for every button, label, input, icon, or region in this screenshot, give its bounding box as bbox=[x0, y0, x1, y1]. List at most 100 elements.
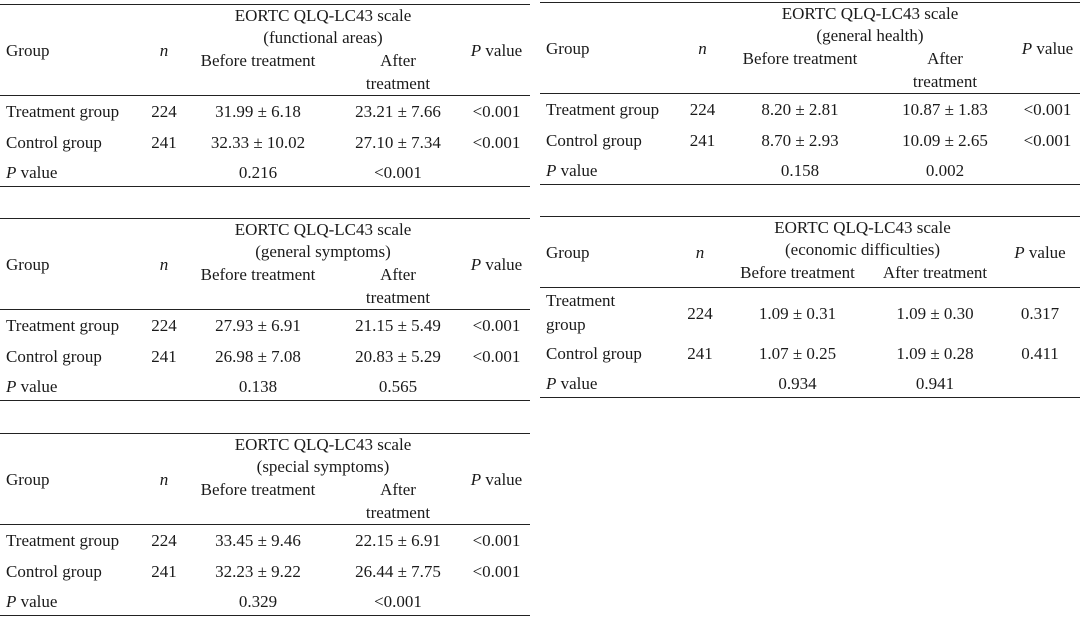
cell-pvalue-after: 0.565 bbox=[333, 372, 463, 401]
header-scale: EORTC QLQ-LC43 scale (general symptoms) bbox=[183, 218, 463, 263]
cell-empty bbox=[463, 158, 530, 187]
header-scale: EORTC QLQ-LC43 scale (functional areas) bbox=[183, 4, 463, 49]
cell-n: 224 bbox=[687, 303, 713, 323]
table-economic-difficulties: Group n EORTC QLQ-LC43 scale (economic d… bbox=[540, 216, 1080, 398]
header-p-value: P value bbox=[463, 4, 530, 96]
header-after: After treatment bbox=[333, 478, 463, 525]
cell-after: 20.83 ± 5.29 bbox=[355, 347, 441, 366]
cell-before: 1.07 ± 0.25 bbox=[758, 344, 837, 363]
header-before: Before treatment bbox=[183, 263, 333, 310]
table-row: Control group 241 1.07 ± 0.25 1.09 ± 0.2… bbox=[540, 338, 1080, 369]
header-p-value: P value bbox=[1000, 216, 1080, 288]
cell-group: Control group bbox=[546, 131, 642, 150]
cell-pvalue-label: P value bbox=[540, 369, 675, 398]
cell-n: 224 bbox=[151, 102, 177, 121]
cell-p: <0.001 bbox=[1023, 100, 1072, 119]
cell-before: 33.45 ± 9.46 bbox=[215, 531, 301, 550]
cell-before: 32.33 ± 10.02 bbox=[210, 133, 306, 152]
table-row: P value 0.216 <0.001 bbox=[0, 158, 530, 187]
cell-pvalue-before: 0.216 bbox=[183, 158, 333, 187]
header-n: n bbox=[145, 4, 183, 96]
cell-p: 0.411 bbox=[1021, 344, 1059, 363]
scale-subtitle: (general symptoms) bbox=[255, 242, 391, 261]
cell-before: 31.99 ± 6.18 bbox=[215, 102, 301, 121]
table-row: Control group 241 26.98 ± 7.08 20.83 ± 5… bbox=[0, 341, 530, 372]
cell-group: Treatment group bbox=[6, 316, 120, 335]
cell-p: <0.001 bbox=[1023, 131, 1072, 150]
cell-group: Treatment group bbox=[546, 100, 660, 119]
cell-after: 1.09 ± 0.30 bbox=[896, 303, 974, 323]
cell-before: 32.23 ± 9.22 bbox=[215, 562, 301, 581]
cell-empty bbox=[145, 372, 183, 401]
cell-pvalue-label: P value bbox=[540, 156, 680, 185]
cell-pvalue-before: 0.138 bbox=[183, 372, 333, 401]
cell-pvalue-label: P value bbox=[0, 372, 145, 401]
header-before: Before treatment bbox=[725, 47, 875, 94]
cell-group: Control group bbox=[6, 347, 102, 366]
header-before: Before treatment bbox=[725, 261, 870, 288]
table-row: Treatment group 224 31.99 ± 6.18 23.21 ±… bbox=[0, 96, 530, 128]
header-scale: EORTC QLQ-LC43 scale (general health) bbox=[725, 2, 1015, 47]
cell-pvalue-after: <0.001 bbox=[333, 587, 463, 616]
header-n: n bbox=[675, 216, 725, 288]
cell-n: 224 bbox=[689, 100, 716, 119]
cell-before: 26.98 ± 7.08 bbox=[215, 347, 301, 366]
cell-group: Control group bbox=[546, 344, 642, 363]
cell-after: 23.21 ± 7.66 bbox=[355, 102, 441, 121]
header-group: Group bbox=[0, 433, 145, 525]
cell-n: 241 bbox=[151, 133, 177, 152]
table-row: Control group 241 32.33 ± 10.02 27.10 ± … bbox=[0, 127, 530, 158]
table-row: P value 0.329 <0.001 bbox=[0, 587, 530, 616]
header-before: Before treatment bbox=[183, 478, 333, 525]
scale-subtitle: (functional areas) bbox=[263, 28, 383, 47]
cell-empty bbox=[680, 156, 725, 185]
cell-p: 0.317 bbox=[1020, 303, 1060, 323]
scale-subtitle: (economic difficulties) bbox=[785, 240, 940, 259]
cell-pvalue-label: P value bbox=[0, 587, 145, 616]
scale-title: EORTC QLQ-LC43 scale bbox=[234, 220, 412, 239]
header-p-value: P value bbox=[463, 218, 530, 310]
cell-group: Control group bbox=[6, 562, 102, 581]
cell-empty bbox=[463, 372, 530, 401]
header-after: After treatment bbox=[333, 49, 463, 96]
header-after: After treatment bbox=[333, 263, 463, 310]
cell-p: <0.001 bbox=[472, 347, 521, 366]
header-scale: EORTC QLQ-LC43 scale (economic difficult… bbox=[725, 216, 1000, 261]
table-general-health: Group n EORTC QLQ-LC43 scale (general he… bbox=[540, 2, 1080, 185]
table-row: P value 0.138 0.565 bbox=[0, 372, 530, 401]
scale-subtitle: (special symptoms) bbox=[256, 457, 390, 476]
cell-n: 224 bbox=[151, 316, 177, 335]
cell-after: 10.87 ± 1.83 bbox=[902, 100, 988, 119]
scale-title: EORTC QLQ-LC43 scale bbox=[774, 218, 951, 237]
header-after: After treatment bbox=[875, 47, 1015, 94]
cell-n: 241 bbox=[687, 344, 713, 363]
header-n: n bbox=[680, 2, 725, 94]
table-row: Control group 241 8.70 ± 2.93 10.09 ± 2.… bbox=[540, 125, 1080, 156]
cell-p: <0.001 bbox=[472, 133, 521, 152]
cell-empty bbox=[463, 587, 530, 616]
table-row: Treatment group 224 1.09 ± 0.31 1.09 ± 0… bbox=[540, 288, 1080, 339]
cell-p: <0.001 bbox=[472, 316, 521, 335]
header-group: Group bbox=[540, 2, 680, 94]
scale-subtitle: (general health) bbox=[816, 26, 924, 45]
cell-before: 8.70 ± 2.93 bbox=[761, 131, 839, 150]
cell-n: 241 bbox=[689, 131, 716, 150]
table-functional-areas: Group n EORTC QLQ-LC43 scale (functional… bbox=[0, 4, 530, 187]
cell-p: <0.001 bbox=[472, 102, 521, 121]
cell-pvalue-after: <0.001 bbox=[333, 158, 463, 187]
cell-after: 10.09 ± 2.65 bbox=[902, 131, 988, 150]
cell-n: 224 bbox=[151, 531, 177, 550]
cell-pvalue-before: 0.934 bbox=[725, 369, 870, 398]
cell-n: 241 bbox=[151, 347, 177, 366]
cell-before: 8.20 ± 2.81 bbox=[761, 100, 839, 119]
header-group: Group bbox=[0, 218, 145, 310]
cell-empty bbox=[1000, 369, 1080, 398]
table-general-symptoms: Group n EORTC QLQ-LC43 scale (general sy… bbox=[0, 218, 530, 401]
scale-title: EORTC QLQ-LC43 scale bbox=[234, 6, 412, 25]
cell-p: <0.001 bbox=[472, 562, 521, 581]
cell-after: 26.44 ± 7.75 bbox=[355, 562, 441, 581]
table-special-symptoms: Group n EORTC QLQ-LC43 scale (special sy… bbox=[0, 433, 530, 616]
cell-pvalue-after: 0.002 bbox=[875, 156, 1015, 185]
scale-title: EORTC QLQ-LC43 scale bbox=[234, 435, 412, 454]
header-p-value: P value bbox=[463, 433, 530, 525]
